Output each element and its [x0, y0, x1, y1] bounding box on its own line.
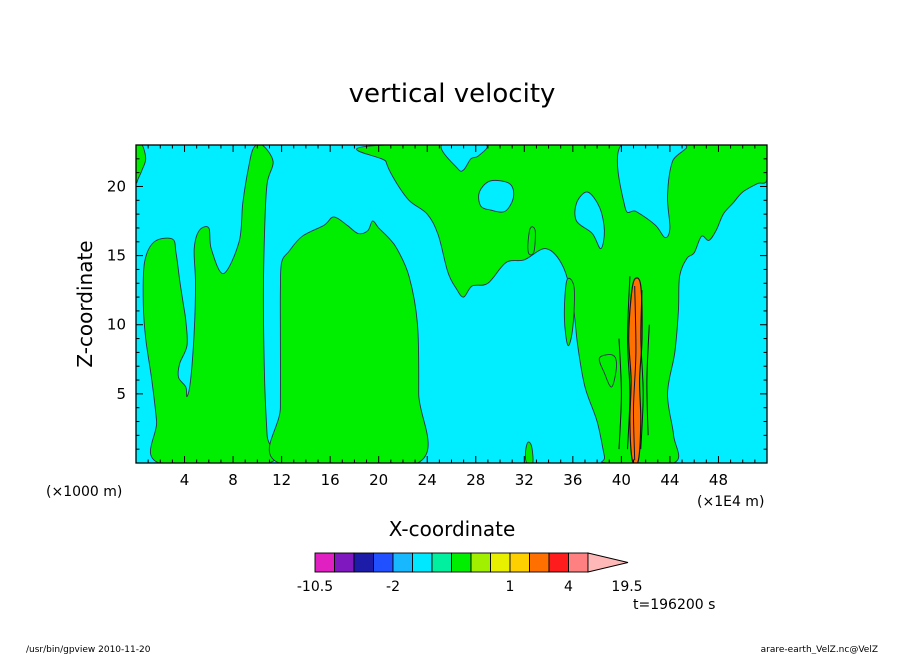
plot-area: [136, 145, 767, 463]
negative-island-d: [574, 191, 605, 250]
positive-region-left-corner: [136, 145, 147, 184]
x-axis: 4 8 12 16 20 24 28 32 36 40 44 48: [147, 145, 756, 489]
y-tick-label: 15: [107, 247, 126, 265]
colorbar-tick-label: 19.5: [611, 579, 642, 595]
negative-island-b: [478, 179, 515, 213]
colorbar-box: [490, 552, 511, 573]
colorbar-tick-label: 4: [564, 579, 573, 595]
positive-cell-b: [563, 277, 575, 347]
x-tick-label: 28: [466, 471, 485, 489]
colorbar-box: [568, 552, 589, 573]
updraft-contour-1: [626, 276, 631, 450]
x-axis-title: X-coordinate: [389, 517, 516, 541]
colorbar-box: [431, 552, 452, 573]
x-tick-label: 36: [563, 471, 582, 489]
positive-velocity-cells: [527, 226, 617, 388]
colorbar-box: [509, 552, 530, 573]
time-label: t=196200 s: [633, 597, 715, 613]
x-tick-label: 32: [515, 471, 534, 489]
footer-left: /usr/bin/gpview 2010-11-20: [26, 645, 151, 654]
updraft-contour-4: [646, 324, 650, 436]
positive-region-central-block: [268, 216, 429, 463]
positive-region-left-column: [142, 145, 277, 463]
colorbar-tick-label: -10.5: [297, 579, 333, 595]
negative-island-c: [616, 145, 688, 239]
colorbar-labels: -10.5 -2 1 4 19.5: [297, 579, 643, 595]
y-tick-label: 10: [107, 316, 126, 334]
y-axis-title: Z-coordinate: [73, 240, 97, 367]
x-tick-label: 8: [228, 471, 238, 489]
x-tick-label: 16: [321, 471, 340, 489]
y-tick-label: 20: [107, 177, 126, 195]
colorbar-box: [470, 552, 491, 573]
x-tick-label: 4: [180, 471, 190, 489]
positive-cell-a: [527, 226, 536, 256]
footer-right: arare-earth_VelZ.nc@VelZ: [761, 645, 878, 654]
colorbar-box: [373, 552, 394, 573]
positive-cell-c: [598, 354, 617, 388]
colorbar-box: [529, 552, 550, 573]
colorbar-box: [412, 552, 433, 573]
colorbar-tick-label: 1: [506, 579, 515, 595]
colorbar: [314, 552, 629, 573]
chart-title: vertical velocity: [349, 79, 556, 109]
colorbar-box: [548, 552, 569, 573]
colorbar-tick-label: -2: [386, 579, 400, 595]
x-tick-label: 48: [709, 471, 728, 489]
colorbar-box: [353, 552, 374, 573]
updraft-contour-2: [640, 290, 644, 450]
y-axis: 5 10 15 20: [107, 144, 767, 450]
x-tick-label: 24: [418, 471, 437, 489]
x-tick-label: 40: [612, 471, 631, 489]
colorbar-box: [334, 552, 355, 573]
updraft-contour-3: [632, 285, 637, 461]
colorbar-box: [451, 552, 472, 573]
updraft-core: [618, 276, 650, 463]
x-unit-label: (×1000 m): [46, 484, 122, 500]
colorbar-box: [392, 552, 413, 573]
x-tick-label: 44: [660, 471, 679, 489]
x-tick-label: 20: [369, 471, 388, 489]
colorbar-extend-arrow: [587, 552, 629, 573]
x-tick-label: 12: [272, 471, 291, 489]
updraft-contour-5: [618, 338, 622, 450]
positive-region-small-bottom-cell: [524, 441, 534, 463]
colorbar-box: [314, 552, 335, 573]
x-unit-label-right: (×1E4 m): [697, 494, 764, 510]
y-tick-label: 5: [116, 385, 126, 403]
